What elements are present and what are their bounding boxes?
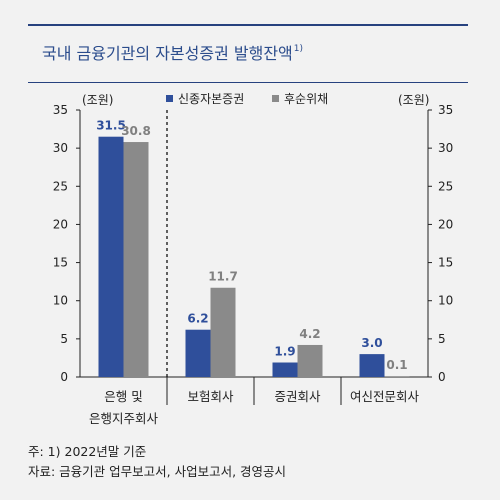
y-tick-label-left: 20	[53, 217, 68, 231]
title-footnote-mark: 1)	[293, 43, 304, 54]
data-label-series1: 31.5	[96, 119, 126, 133]
x-tick-label: 은행지주회사	[89, 411, 159, 426]
title-rule	[28, 82, 468, 83]
data-label-series1: 3.0	[361, 336, 382, 350]
bar-series1	[359, 354, 385, 377]
y-tick-label-right: 30	[438, 141, 453, 155]
y-tick-label-left: 15	[53, 256, 68, 270]
y-tick-label-left: 0	[60, 370, 68, 384]
legend-label-2: 후순위채	[284, 92, 328, 106]
y-tick-label-left: 5	[60, 332, 68, 346]
y-unit-left: (조원)	[82, 93, 113, 107]
y-tick-label-left: 25	[53, 179, 68, 193]
data-label-series1: 6.2	[187, 312, 208, 326]
y-tick-label-right: 0	[438, 370, 446, 384]
x-tick-label: 증권회사	[274, 389, 321, 404]
y-tick-label-left: 30	[53, 141, 68, 155]
y-tick-label-right: 15	[438, 256, 453, 270]
data-label-series2: 11.7	[208, 270, 238, 284]
bar-chart: 0 0 5 5 10 10 15 15 20 20 25 25 30 30 35 35 (조원) (조원) 신종자본…	[53, 92, 454, 426]
x-tick-label: 은행 및	[104, 389, 142, 404]
y-tick-label-right: 25	[438, 179, 453, 193]
legend-swatch-2	[272, 95, 279, 102]
data-label-series2: 4.2	[299, 327, 320, 341]
y-tick-label-right: 20	[438, 217, 453, 231]
data-label-series2: 0.1	[386, 358, 407, 372]
chart-title: 국내 금융기관의 자본성증권 발행잔액1)	[42, 40, 303, 64]
x-tick-label: 보험회사	[187, 389, 234, 404]
top-rule	[28, 24, 468, 26]
footnotes: 주: 1) 2022년말 기준 자료: 금융기관 업무보고서, 사업보고서, 경…	[28, 442, 286, 482]
y-tick-label-left: 10	[53, 294, 68, 308]
y-tick-label-right: 10	[438, 294, 453, 308]
legend-label-1: 신종자본증권	[178, 92, 244, 106]
bar-series2	[210, 287, 236, 377]
y-unit-right: (조원)	[398, 93, 429, 107]
y-tick-label-left: 35	[53, 103, 68, 117]
bar-series1	[272, 362, 298, 377]
x-tick-label: 여신전문회사	[350, 389, 420, 404]
bar-series2	[384, 376, 410, 377]
chart-title-text: 국내 금융기관의 자본성증권 발행잔액	[42, 44, 293, 63]
data-label-series2: 30.8	[121, 124, 151, 138]
bar-series2	[123, 142, 149, 377]
bar-series1	[98, 136, 124, 377]
footnote-basis: 주: 1) 2022년말 기준	[28, 444, 147, 459]
footnote-source: 자료: 금융기관 업무보고서, 사업보고서, 경영공시	[28, 464, 287, 479]
y-tick-label-right: 35	[438, 103, 453, 117]
y-tick-label-right: 5	[438, 332, 446, 346]
data-label-series1: 1.9	[274, 345, 295, 359]
bar-series1	[185, 329, 211, 377]
legend-swatch-1	[166, 95, 173, 102]
bar-series2	[297, 344, 323, 377]
